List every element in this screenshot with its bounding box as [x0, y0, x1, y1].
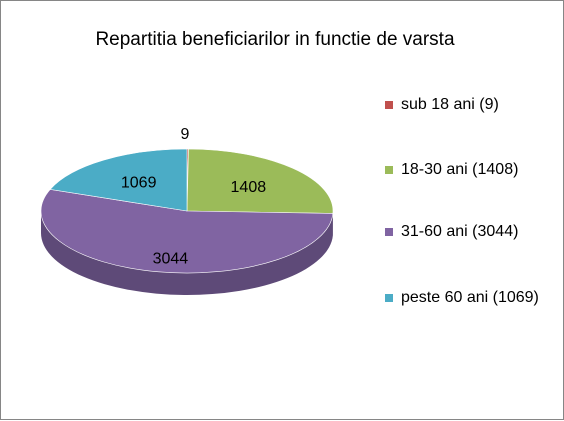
legend-label-over-60: peste 60 ani (1069)	[401, 287, 551, 309]
data-label-31-60: 3044	[153, 250, 189, 267]
legend-item-18-30: 18-30 ani (1408)	[385, 159, 551, 181]
legend-item-over-60: peste 60 ani (1069)	[385, 287, 551, 309]
legend-swatch-over-60	[385, 294, 393, 302]
data-label-under-18: 9	[181, 126, 190, 143]
legend-label-31-60: 31-60 ani (3044)	[401, 221, 551, 243]
data-label-18-30: 1408	[231, 179, 267, 196]
legend-item-31-60: 31-60 ani (3044)	[385, 221, 551, 243]
legend-label-under-18: sub 18 ani (9)	[401, 94, 551, 116]
legend-label-18-30: 18-30 ani (1408)	[401, 159, 551, 181]
data-label-over-60: 1069	[121, 174, 157, 191]
legend-swatch-18-30	[385, 166, 393, 174]
legend-swatch-under-18	[385, 101, 393, 109]
legend-item-under-18: sub 18 ani (9)	[385, 94, 551, 116]
legend-swatch-31-60	[385, 228, 393, 236]
